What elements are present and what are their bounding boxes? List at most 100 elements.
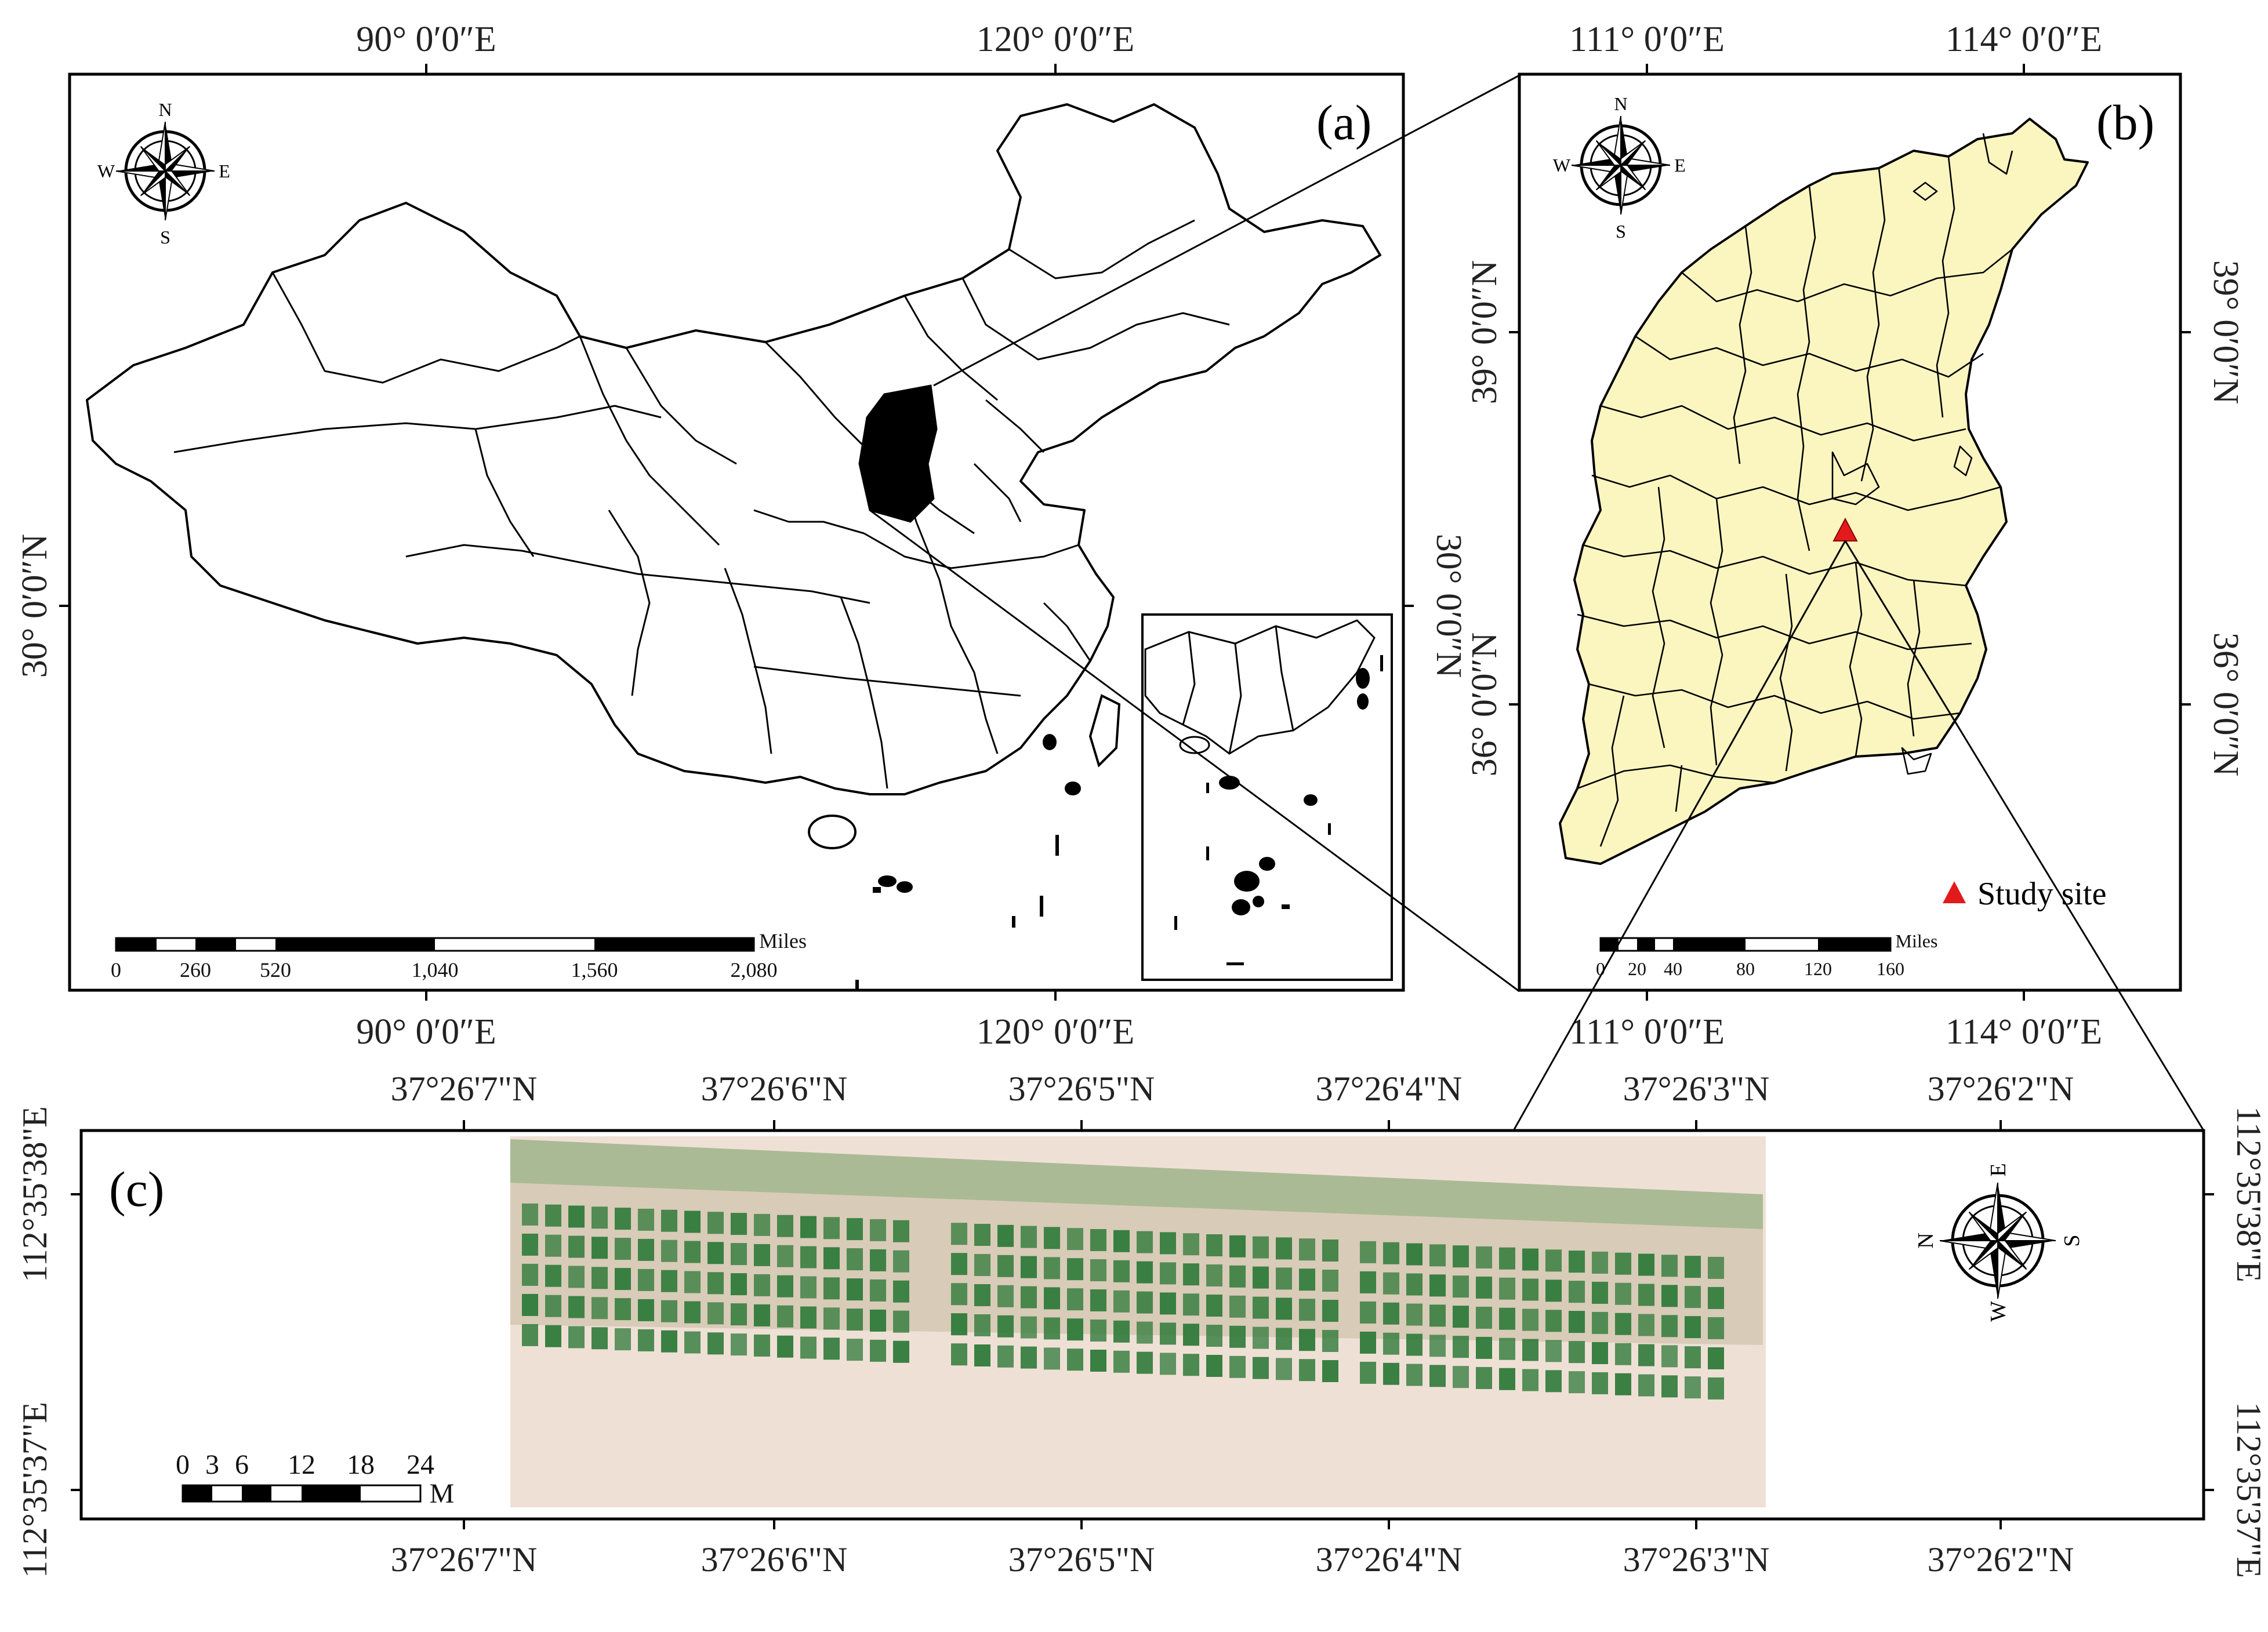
panel-c-left-tick-1: 112°35'38"E xyxy=(16,1106,54,1282)
field-plot xyxy=(1685,1376,1701,1399)
panel-c-top-tick: 37°26'5"N xyxy=(1008,1070,1155,1108)
panel-b-label: (b) xyxy=(2096,94,2154,150)
field-plot xyxy=(1044,1317,1060,1340)
field-plot xyxy=(1569,1311,1585,1333)
panel-b-bottom-tick-1: 111° 0′0″E xyxy=(1569,1012,1725,1052)
field-plot xyxy=(684,1301,701,1324)
field-plot xyxy=(951,1223,967,1245)
field-plot xyxy=(1067,1318,1083,1341)
field-plot xyxy=(615,1238,631,1260)
field-plot xyxy=(1299,1238,1315,1261)
field-plot xyxy=(997,1285,1014,1307)
field-plot xyxy=(1708,1256,1724,1279)
connector-lines-a-b xyxy=(869,74,1520,993)
panel-b-scale-120: 120 xyxy=(1804,958,1832,979)
field-plot xyxy=(1685,1346,1701,1369)
field-plot xyxy=(1113,1230,1130,1252)
field-plot xyxy=(1090,1289,1106,1311)
field-plot xyxy=(1090,1259,1106,1281)
panel-b-compass-w: W xyxy=(1553,155,1571,176)
panel-a-compass: N S E W xyxy=(97,99,230,248)
field-plot xyxy=(592,1297,608,1320)
field-plot xyxy=(951,1343,967,1366)
panel-a-compass-n: N xyxy=(158,99,172,120)
field-plot xyxy=(1429,1365,1446,1387)
panel-b-compass-e: E xyxy=(1674,155,1686,176)
field-plot xyxy=(1685,1286,1701,1308)
field-plot xyxy=(1569,1371,1585,1394)
field-plot xyxy=(1476,1276,1492,1299)
field-plot xyxy=(870,1219,886,1241)
field-plot xyxy=(1276,1297,1292,1320)
field-plot xyxy=(974,1224,990,1246)
field-plot xyxy=(1322,1300,1338,1322)
panel-b-compass: N S E W xyxy=(1553,93,1686,242)
field-plot xyxy=(1661,1285,1678,1307)
field-plot xyxy=(1276,1358,1292,1380)
field-plot xyxy=(1322,1240,1338,1262)
panel-b-compass-n: N xyxy=(1614,93,1627,114)
field-plot xyxy=(777,1245,793,1267)
panel-a: 90° 0′0″E 120° 0′0″E 90° 0′0″E 120° 0′0″… xyxy=(15,20,1468,1052)
panel-c-compass-n: N xyxy=(1914,1233,1938,1248)
field-plot xyxy=(1322,1270,1338,1292)
field-plot xyxy=(800,1246,817,1268)
field-plot xyxy=(1113,1290,1130,1313)
field-plot xyxy=(823,1337,840,1360)
field-plot xyxy=(1253,1296,1269,1319)
panel-c-top-tick: 37°26'4"N xyxy=(1316,1070,1463,1108)
field-plot xyxy=(1406,1243,1423,1266)
field-plot xyxy=(800,1276,817,1299)
field-plot xyxy=(1615,1343,1631,1365)
panel-b-left-tick-1: 39° 0′0″N xyxy=(1465,260,1504,404)
field-plot xyxy=(1429,1274,1446,1297)
field-plot xyxy=(1253,1326,1269,1349)
field-plot xyxy=(1383,1272,1399,1295)
field-plot xyxy=(592,1237,608,1259)
field-plot xyxy=(1383,1362,1399,1385)
field-plot xyxy=(1638,1374,1654,1397)
field-plot xyxy=(1638,1314,1654,1336)
field-plot xyxy=(545,1295,561,1317)
panel-c-top-tick: 37°26'7"N xyxy=(391,1070,538,1108)
field-plot xyxy=(1299,1329,1315,1351)
field-plot xyxy=(893,1280,909,1303)
panel-c-top-tick: 37°26'2"N xyxy=(1928,1070,2074,1108)
field-plot xyxy=(1638,1284,1654,1306)
field-plot xyxy=(707,1272,724,1295)
panel-c: 37°26'7"N 37°26'6"N 37°26'5"N 37°26'4"N 37°2… xyxy=(16,1070,2268,1579)
aerial-image xyxy=(510,1136,1766,1507)
panel-b-right-tick-1: 39° 0′0″N xyxy=(2206,260,2245,404)
panel-c-top-tick: 37°26'6"N xyxy=(701,1070,848,1108)
field-plot xyxy=(951,1313,967,1336)
field-plot xyxy=(847,1339,863,1361)
field-plot xyxy=(1276,1237,1292,1260)
panel-c-scale-3: 3 xyxy=(205,1449,219,1480)
field-plot xyxy=(1545,1280,1562,1302)
field-plot xyxy=(592,1267,608,1289)
field-plot xyxy=(974,1344,990,1366)
south-china-sea-inset xyxy=(1141,613,1393,981)
field-plot xyxy=(522,1293,538,1316)
panel-c-bottom-tick: 37°26'4"N xyxy=(1316,1540,1463,1579)
panel-c-scale-0: 0 xyxy=(176,1449,190,1480)
field-plot xyxy=(754,1244,770,1266)
field-plot xyxy=(568,1296,585,1318)
field-plot xyxy=(1383,1302,1399,1325)
field-plot xyxy=(731,1303,747,1326)
field-plot xyxy=(1299,1299,1315,1321)
field-plot xyxy=(545,1234,561,1257)
field-plot xyxy=(592,1206,608,1229)
field-plot xyxy=(1383,1332,1399,1355)
field-plot xyxy=(1299,1359,1315,1382)
field-plot xyxy=(1229,1295,1246,1318)
field-plot xyxy=(1499,1247,1515,1270)
field-plot xyxy=(777,1335,793,1358)
legend-triangle-icon xyxy=(1943,881,1966,903)
panel-c-bottom-tick: 37°26'3"N xyxy=(1623,1540,1770,1579)
field-plot xyxy=(638,1208,654,1231)
field-plot xyxy=(1545,1249,1562,1272)
field-plot xyxy=(1137,1231,1153,1253)
field-plot xyxy=(974,1284,990,1306)
panel-a-scale-bar: 0 260 520 1,040 1,560 2,080 Miles xyxy=(111,929,807,982)
